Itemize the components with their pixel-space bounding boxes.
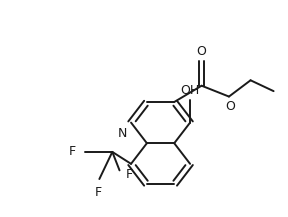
Text: O: O: [226, 100, 235, 113]
Text: F: F: [69, 145, 76, 158]
Text: O: O: [197, 45, 206, 58]
Text: F: F: [125, 168, 132, 181]
Text: OH: OH: [181, 84, 200, 97]
Text: N: N: [117, 127, 127, 140]
Text: F: F: [94, 186, 101, 199]
